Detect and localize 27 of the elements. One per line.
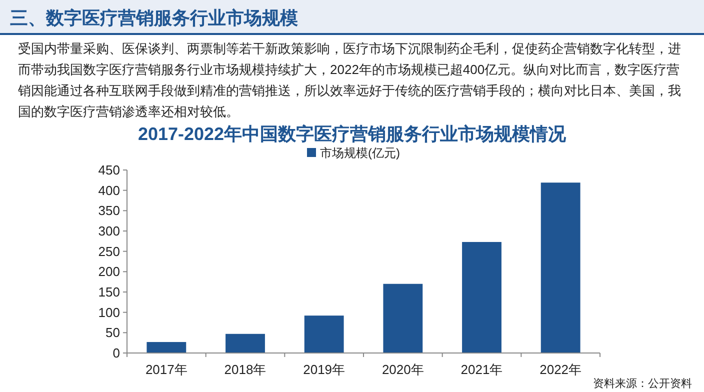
y-tick-label: 450 — [98, 162, 120, 178]
y-tick-label: 0 — [112, 346, 120, 360]
bar — [383, 284, 423, 353]
bar — [540, 182, 580, 353]
bar — [304, 316, 344, 353]
bar — [146, 342, 186, 353]
x-tick-label: 2022年 — [540, 362, 582, 377]
y-tick-label: 300 — [98, 224, 120, 238]
chart-title: 2017-2022年中国数字医疗营销服务行业市场规模情况 — [138, 124, 568, 144]
x-tick-label: 2018年 — [224, 362, 266, 377]
y-tick-label: 100 — [98, 304, 120, 320]
y-tick-label: 200 — [98, 264, 120, 280]
text: 受国内带量采购、医保谈判、两票制等若干新政策影响，医疗市场下沉限制药企毛利，促使药企营销数字化转型，进而带动我国数字医疗营销服务行业市场规模持续扩大，2022年的市场规模已超400亿元。纵向对比而言，数字医疗营销因能通过各种互联网手段做到精准的营销推送，所以效率远好于传统的医疗营销手段的；横向对比日本、美国，我国的数字医疗营销渗透率还相对较低。 — [17, 41, 681, 119]
bar — [462, 242, 502, 353]
x-tick-label: 2017年 — [145, 362, 188, 377]
legend-label: 市场规模(亿元) — [320, 146, 400, 160]
bar — [226, 334, 265, 353]
x-tick-label: 2021年 — [460, 362, 503, 377]
y-tick-label: 400 — [98, 182, 120, 198]
text: 资料来源：公开资料 — [593, 377, 692, 390]
text: 三、数字医疗营销服务行业市场规模 — [10, 8, 298, 28]
x-tick-label: 2020年 — [382, 362, 424, 377]
y-tick-label: 350 — [98, 203, 120, 218]
y-tick-label: 50 — [106, 325, 120, 340]
y-tick-label: 150 — [98, 284, 120, 300]
x-tick-label: 2019年 — [303, 362, 346, 377]
y-tick-label: 250 — [98, 244, 120, 259]
